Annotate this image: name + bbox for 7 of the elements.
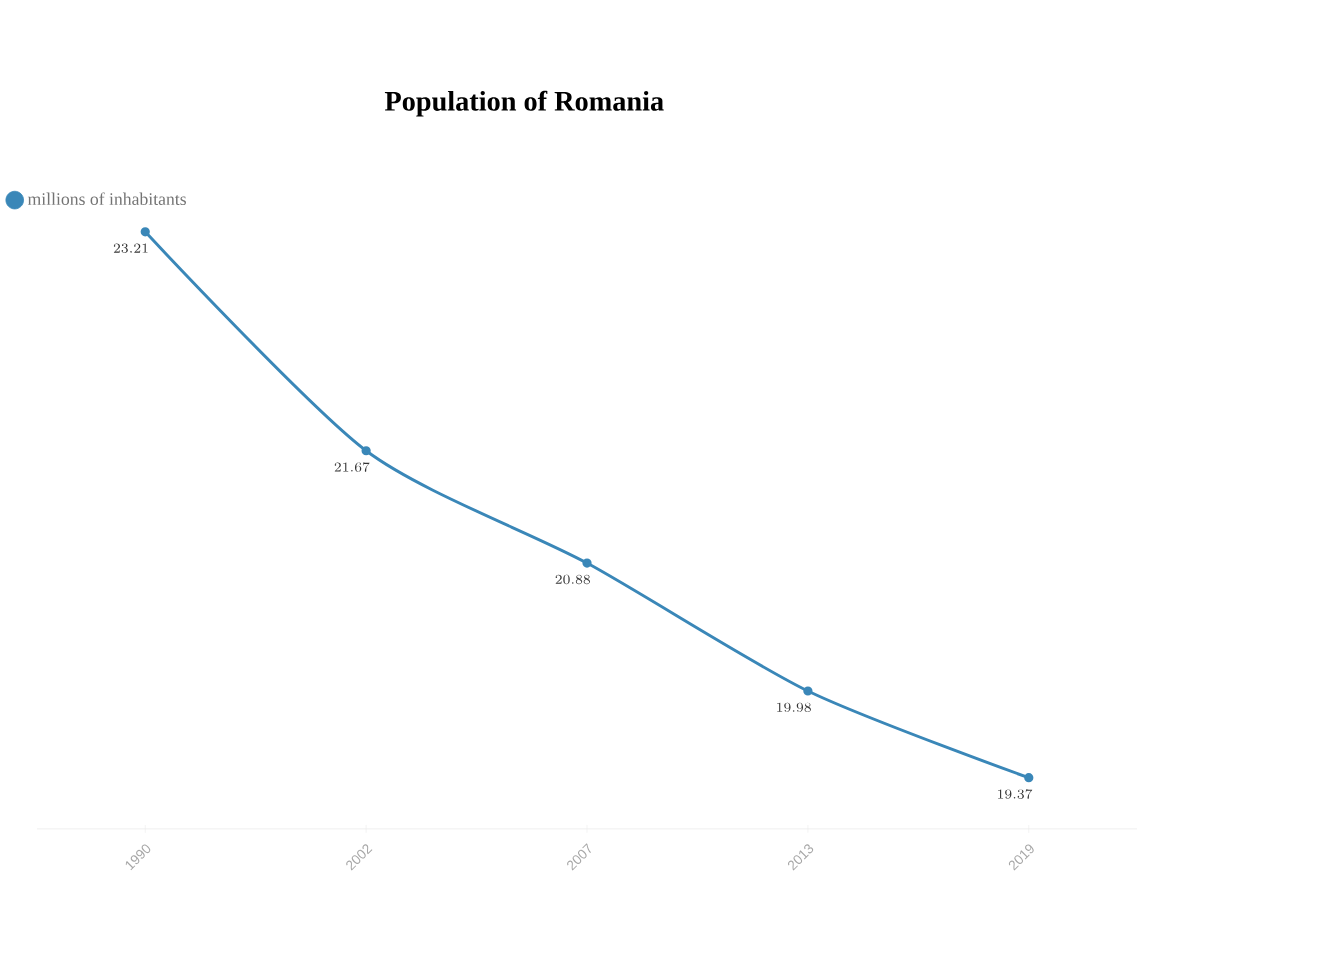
point — [1024, 772, 1034, 783]
point — [361, 445, 371, 456]
point — [803, 686, 813, 696]
legend-label: millions of inhabitants — [27, 192, 186, 205]
point — [582, 558, 592, 568]
chart-title: Population of Romania — [384, 90, 664, 117]
point — [140, 226, 150, 237]
